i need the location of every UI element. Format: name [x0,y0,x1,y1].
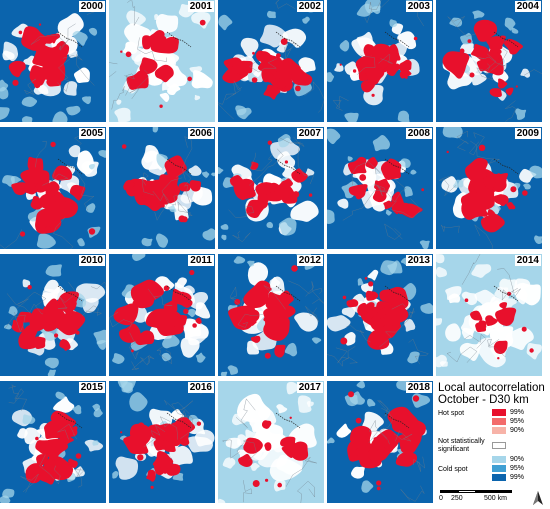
map-panel-2016: 2016 [109,381,215,503]
map-panel-2001: 2001 [109,0,215,122]
map-2003 [327,0,433,122]
label-hot-95: 95% [510,418,525,425]
legend: Local autocorrelation October - D30 km H… [436,382,548,507]
map-panel-2011: 2011 [109,254,215,376]
legend-title: Local autocorrelation October - D30 km [438,382,545,406]
map-panel-2000: 2000 [0,0,106,122]
swatch-not-significant [492,442,506,449]
year-label: 2015 [78,382,105,393]
legend-title-line1: Local autocorrelation [438,382,545,394]
year-label: 2002 [296,1,323,12]
year-label: 2005 [78,128,105,139]
map-panel-2005: 2005 [0,127,106,249]
scale-bar-segment-1 [440,490,458,493]
map-panel-2006: 2006 [109,127,215,249]
not-significant-label: Not statistically significant [438,438,485,453]
north-arrow-icon [533,491,543,505]
map-2016 [109,381,215,503]
swatch-cold-95 [492,465,506,472]
map-2006 [109,127,215,249]
map-2005 [0,127,106,249]
year-label: 2016 [187,382,214,393]
scale-bar-segment-3 [476,490,512,493]
map-panel-2012: 2012 [218,254,324,376]
year-label: 2001 [187,1,214,12]
label-cold-90: 90% [510,456,525,463]
swatch-cold-90 [492,456,506,463]
map-2001 [109,0,215,122]
map-2012 [218,254,324,376]
map-panel-2017: 2017 [218,381,324,503]
map-panel-2004: 2004 [436,0,542,122]
year-label: 2009 [514,128,541,139]
hot-spot-label: Hot spot [438,410,465,417]
year-label: 2003 [405,1,432,12]
scale-label-500: 500 km [484,495,507,502]
label-cold-95: 95% [510,465,525,472]
year-label: 2008 [405,128,432,139]
map-panel-2008: 2008 [327,127,433,249]
year-label: 2014 [514,255,541,266]
map-panel-2002: 2002 [218,0,324,122]
year-label: 2018 [405,382,432,393]
year-label: 2012 [296,255,323,266]
map-panel-2003: 2003 [327,0,433,122]
year-label: 2011 [188,255,214,266]
label-hot-99: 99% [510,409,525,416]
year-label: 2013 [405,255,432,266]
cold-spot-label: Cold spot [438,466,468,473]
map-panel-2015: 2015 [0,381,106,503]
map-panel-2007: 2007 [218,127,324,249]
map-panel-2009: 2009 [436,127,542,249]
label-cold-99: 99% [510,474,525,481]
legend-title-line2: October - D30 km [438,394,529,406]
year-label: 2006 [187,128,214,139]
swatch-hot-99 [492,409,506,416]
map-2018 [327,381,433,503]
map-2013 [327,254,433,376]
year-label: 2010 [78,255,105,266]
map-panel-2010: 2010 [0,254,106,376]
map-2004 [436,0,542,122]
scale-label-250: 250 [451,495,463,502]
map-2015 [0,381,106,503]
map-2002 [218,0,324,122]
year-label: 2007 [296,128,323,139]
map-2000 [0,0,106,122]
swatch-cold-99 [492,474,506,481]
year-label: 2004 [514,1,541,12]
scale-bar: 0 250 500 km [439,490,512,507]
map-2010 [0,254,106,376]
map-2014 [436,254,542,376]
year-label: 2000 [78,1,105,12]
year-label: 2017 [296,382,323,393]
map-panel-2018: 2018 [327,381,433,503]
map-panel-2014: 2014 [436,254,542,376]
scale-label-0: 0 [439,495,443,502]
map-2008 [327,127,433,249]
map-panel-2013: 2013 [327,254,433,376]
map-2017 [218,381,324,503]
label-hot-90: 90% [510,427,525,434]
swatch-hot-95 [492,418,506,425]
map-2011 [109,254,215,376]
scale-bar-segment-2 [458,490,476,493]
swatch-hot-90 [492,427,506,434]
map-2009 [436,127,542,249]
map-2007 [218,127,324,249]
